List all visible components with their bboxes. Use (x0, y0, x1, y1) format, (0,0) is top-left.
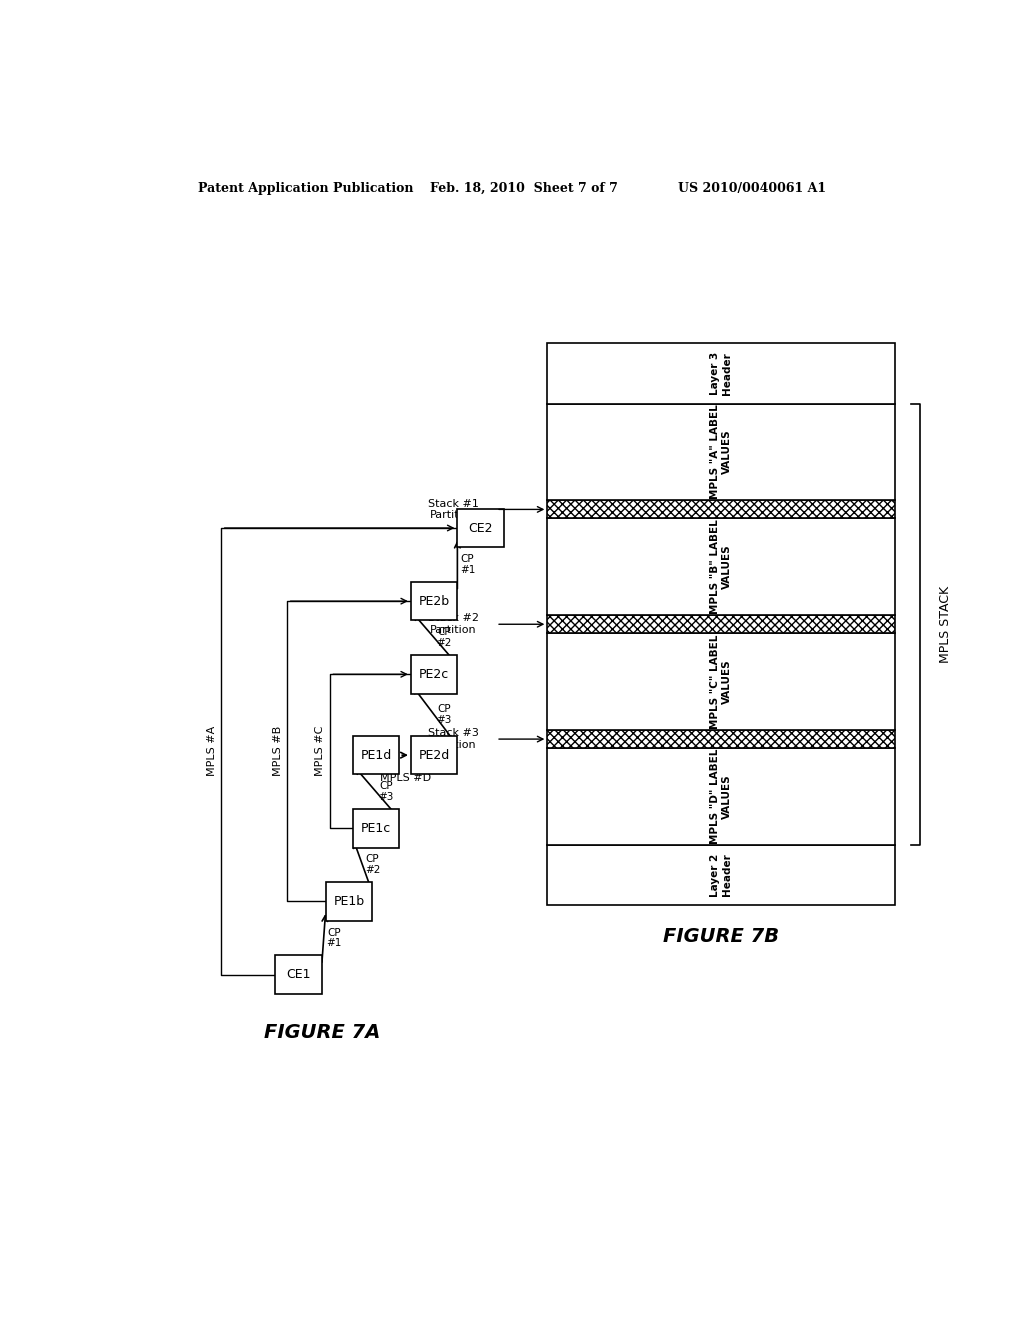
Text: CE2: CE2 (468, 521, 493, 535)
Bar (547, 730, 895, 748)
Bar (547, 343, 895, 404)
Bar (411, 655, 458, 693)
Text: Layer 2
Header: Layer 2 Header (710, 854, 732, 896)
Bar (547, 634, 895, 730)
Bar (547, 748, 895, 845)
Text: PE1b: PE1b (334, 895, 365, 908)
Bar (411, 737, 458, 775)
Text: PE1c: PE1c (360, 822, 391, 834)
Text: Patent Application Publication: Patent Application Publication (198, 182, 414, 194)
Text: CP
#2: CP #2 (436, 627, 452, 648)
Bar (547, 615, 895, 634)
Bar (547, 519, 895, 615)
Text: PE2c: PE2c (419, 668, 450, 681)
Text: MPLS "D" LABEL
VALUES: MPLS "D" LABEL VALUES (710, 748, 732, 845)
Text: CP
#3: CP #3 (379, 781, 394, 803)
Text: MPLS "C" LABEL
VALUES: MPLS "C" LABEL VALUES (710, 635, 732, 729)
Bar (326, 882, 372, 921)
Bar (275, 956, 322, 994)
Bar (547, 404, 895, 500)
Text: Layer 3
Header: Layer 3 Header (710, 352, 732, 395)
Text: Stack #3
Partition: Stack #3 Partition (428, 729, 479, 750)
Text: CP
#1: CP #1 (460, 554, 475, 576)
Bar (352, 809, 399, 847)
Text: FIGURE 7A: FIGURE 7A (263, 1023, 380, 1041)
Text: MPLS "A" LABEL
VALUES: MPLS "A" LABEL VALUES (710, 405, 732, 499)
Text: Stack #2
Partition: Stack #2 Partition (428, 614, 479, 635)
Bar (352, 737, 399, 775)
Text: US 2010/0040061 A1: US 2010/0040061 A1 (678, 182, 826, 194)
Text: PE1d: PE1d (360, 748, 391, 762)
Bar (547, 845, 895, 906)
Text: CP
#3: CP #3 (436, 705, 452, 725)
Bar (458, 508, 504, 548)
Text: CP
#1: CP #1 (326, 928, 341, 949)
Text: PE2d: PE2d (419, 748, 450, 762)
Text: FIGURE 7B: FIGURE 7B (663, 927, 779, 945)
Bar (547, 500, 895, 519)
Text: CP
#2: CP #2 (365, 854, 380, 875)
Text: MPLS #B: MPLS #B (272, 726, 283, 776)
Text: MPLS STACK: MPLS STACK (939, 586, 952, 663)
Text: PE2b: PE2b (419, 594, 450, 607)
Text: MPLS "B" LABEL
VALUES: MPLS "B" LABEL VALUES (710, 520, 732, 614)
Text: MPLS #A: MPLS #A (207, 726, 217, 776)
Text: MPLS #D: MPLS #D (380, 774, 431, 783)
Text: CE1: CE1 (287, 968, 310, 981)
Text: Feb. 18, 2010  Sheet 7 of 7: Feb. 18, 2010 Sheet 7 of 7 (430, 182, 618, 194)
Text: Stack #1
Partition: Stack #1 Partition (428, 499, 479, 520)
Text: MPLS #C: MPLS #C (315, 726, 326, 776)
Bar (411, 582, 458, 620)
